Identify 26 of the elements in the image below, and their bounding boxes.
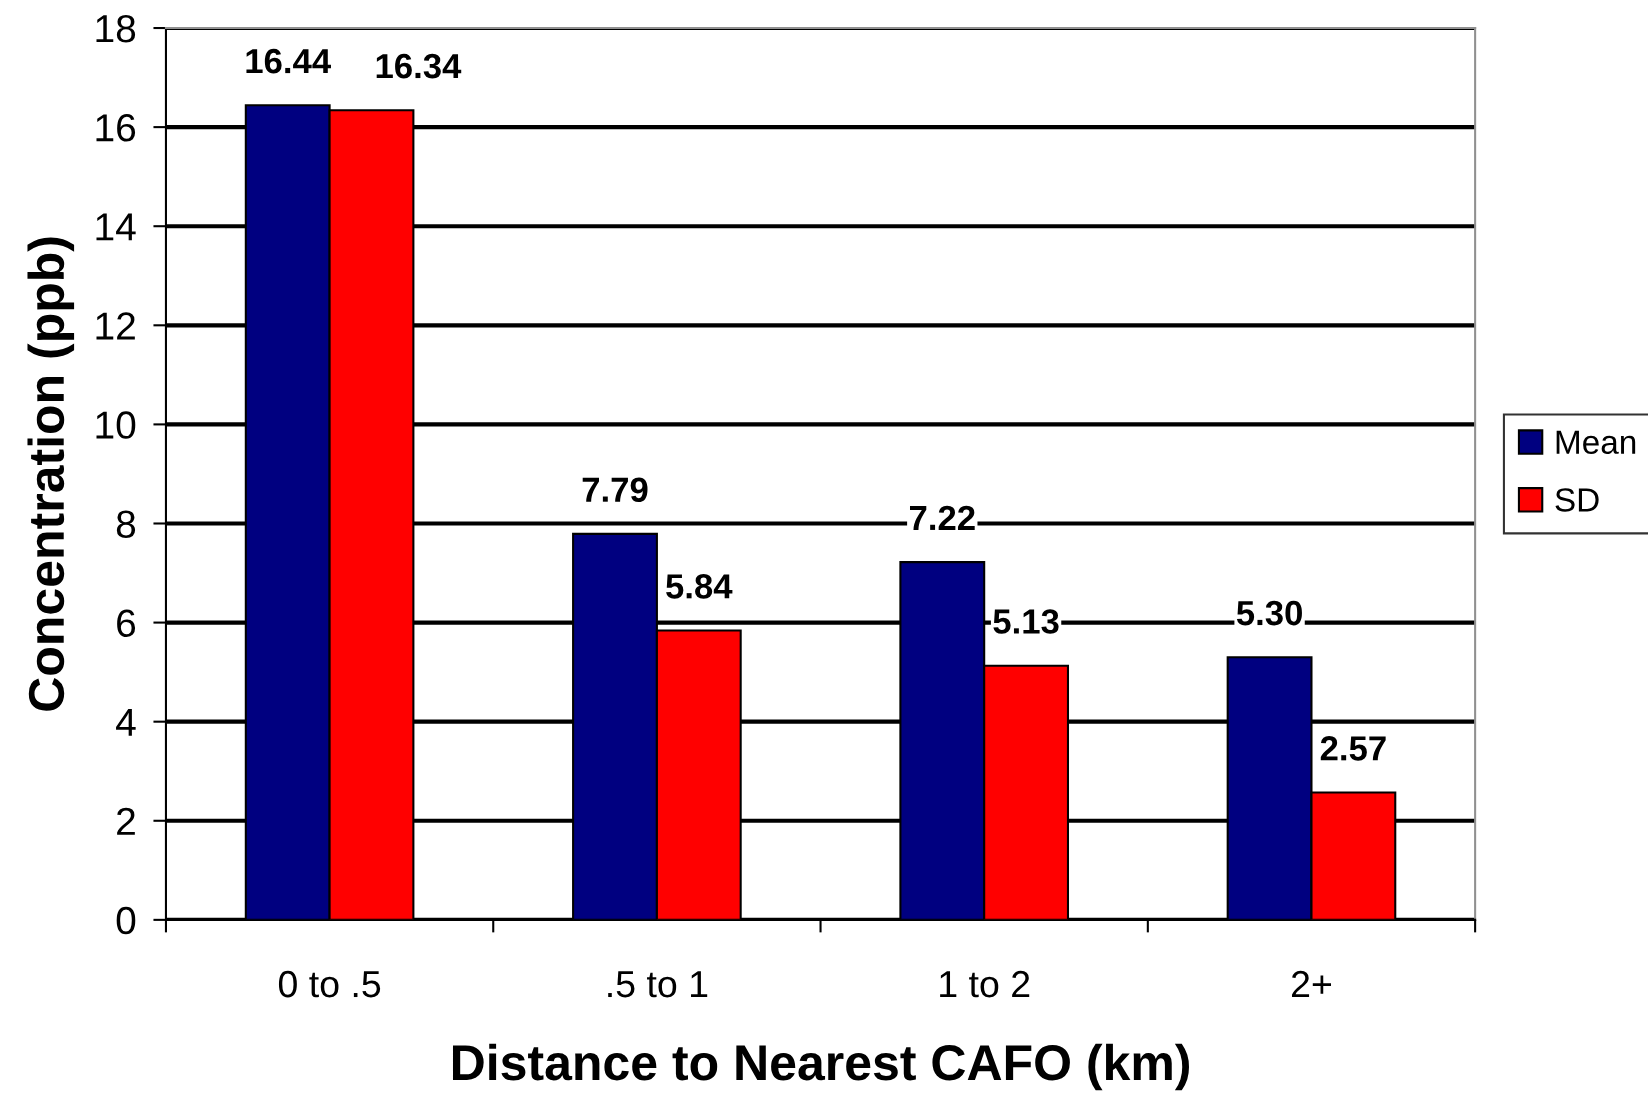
y-tick-label: 2 [117,807,135,835]
data-label: 2.57 [1320,736,1386,761]
data-label: 16.34 [376,53,462,79]
y-tick-label: 12 [96,312,135,340]
y-tick-label: 18 [96,14,136,43]
y-axis-title: Concentration (ppb) [27,237,75,711]
y-tick-label: 10 [96,411,136,439]
x-tick-label: 0 to .5 [278,970,381,998]
data-label: 7.22 [910,505,975,530]
y-tick-label: 16 [96,114,136,142]
x-axis-title: Distance to Nearest CAFO (km) [452,1043,1189,1091]
y-tick-label: 14 [96,213,136,241]
legend-label: SD [1555,488,1599,512]
legend-label: Mean [1556,430,1636,455]
y-tick-label: 0 [116,906,136,935]
data-label: 5.84 [666,574,733,599]
data-label: 16.44 [246,48,331,74]
x-tick-label: 2+ [1291,970,1332,998]
y-tick-label: 4 [116,709,136,736]
data-label: 5.13 [993,609,1059,634]
x-tick-label: .5 to 1 [608,971,708,998]
data-label: 5.30 [1236,600,1302,626]
y-tick-label: 6 [117,609,136,638]
y-tick-label: 8 [116,510,136,538]
data-label: 7.79 [582,477,648,503]
x-tick-label: 1 to 2 [940,970,1030,998]
